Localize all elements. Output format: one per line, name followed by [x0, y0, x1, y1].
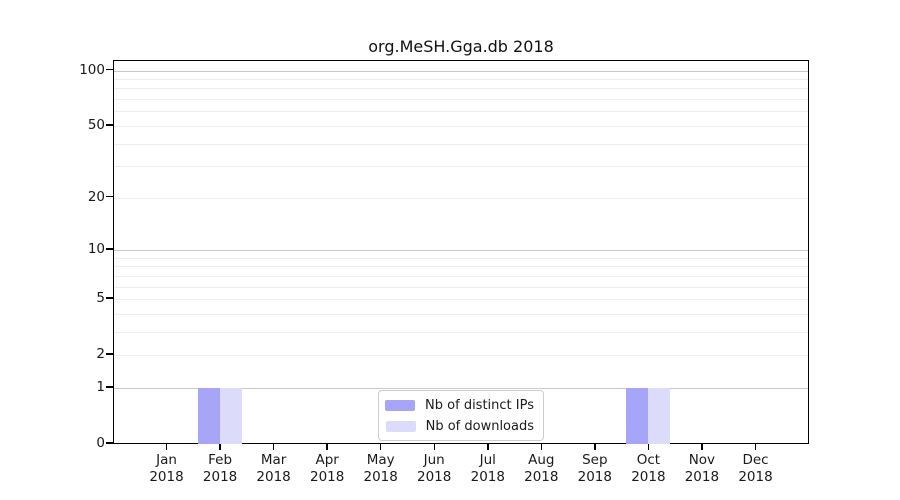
bar-downloads-oct-2018 — [647, 387, 670, 444]
x-tick-label-line: 2018 — [738, 469, 773, 485]
gridline-minor-7 — [114, 275, 808, 277]
gridline-minor-30 — [114, 166, 808, 168]
bar-downloads-feb-2018 — [219, 387, 242, 444]
x-tick-label-line: 2018 — [684, 469, 720, 485]
gridline-minor-40 — [114, 143, 808, 145]
x-tick-mark-6 — [487, 444, 489, 450]
x-tick-label-4: May 2018 — [349, 452, 413, 486]
bars-layer — [114, 61, 808, 444]
x-tick-mark-10 — [701, 444, 703, 450]
legend: Nb of distinct IPs Nb of downloads — [378, 390, 544, 441]
y-tick-mark-2 — [106, 353, 113, 355]
x-tick-label-1: Feb 2018 — [188, 452, 252, 486]
x-tick-label-7: Aug 2018 — [509, 452, 573, 486]
x-tick-label-line: 2018 — [631, 469, 666, 485]
legend-label-downloads: Nb of downloads — [425, 418, 534, 434]
x-tick-label-line: Jan — [156, 452, 177, 468]
x-tick-label-line: Jul — [479, 452, 496, 468]
x-tick-label-line: May — [366, 452, 395, 468]
y-tick-mark-20 — [106, 195, 113, 198]
y-tick-mark-10 — [106, 248, 113, 250]
chart-title: org.MeSH.Gga.db 2018 — [368, 37, 554, 56]
x-tick-label-line: 2018 — [363, 469, 398, 485]
x-tick-label-line: 2018 — [149, 469, 184, 485]
x-tick-mark-3 — [326, 444, 328, 450]
x-tick-mark-1 — [219, 444, 221, 450]
y-tick-label-2: 2 — [96, 346, 105, 363]
x-tick-mark-5 — [433, 444, 435, 450]
gridline-major-100 — [114, 70, 808, 72]
x-tick-label-8: Sep 2018 — [563, 452, 627, 486]
gridline-minor-60 — [114, 111, 808, 113]
y-tick-label-1: 1 — [96, 378, 105, 395]
y-tick-mark-5 — [106, 297, 113, 299]
x-tick-label-line: Mar — [260, 452, 287, 468]
x-tick-label-line: 2018 — [256, 469, 291, 485]
x-tick-label-10: Nov 2018 — [670, 452, 734, 486]
legend-label-distinct-ips: Nb of distinct IPs — [425, 397, 534, 413]
x-tick-mark-7 — [540, 444, 543, 450]
x-tick-label-line: Aug — [528, 452, 555, 468]
x-tick-label-line: Oct — [636, 452, 661, 468]
y-tick-label-100: 100 — [79, 61, 105, 78]
x-tick-label-line: Dec — [742, 452, 769, 468]
x-tick-label-line: Sep — [582, 452, 608, 468]
x-tick-label-line: 2018 — [577, 469, 612, 485]
x-tick-label-line: 2018 — [417, 469, 452, 485]
bar-distinct-ips-oct-2018 — [625, 387, 648, 444]
gridline-major-10 — [114, 249, 808, 251]
y-tick-label-0: 0 — [96, 435, 105, 451]
gridline-minor-70 — [114, 99, 808, 100]
y-tick-label-10: 10 — [87, 240, 105, 257]
gridline-minor-3 — [114, 331, 808, 333]
y-tick-label-50: 50 — [87, 116, 105, 133]
gridline-minor-90 — [114, 78, 808, 80]
x-tick-mark-9 — [647, 444, 650, 450]
bar-distinct-ips-feb-2018 — [197, 387, 220, 444]
x-tick-label-line: 2018 — [202, 469, 238, 485]
plot-area: Nb of distinct IPs Nb of downloads — [113, 60, 809, 444]
gridline-minor-8 — [114, 266, 808, 268]
y-tick-mark-1 — [106, 386, 113, 388]
x-tick-label-line: Nov — [688, 452, 716, 468]
x-tick-mark-4 — [379, 444, 382, 450]
legend-swatch-downloads — [385, 420, 416, 432]
x-tick-label-0: Jan 2018 — [135, 452, 199, 486]
legend-swatch-distinct-ips — [385, 399, 416, 411]
legend-item-distinct-ips: Nb of distinct IPs — [385, 397, 534, 413]
gridline-minor-50 — [114, 125, 808, 127]
x-tick-label-6: Jul 2018 — [456, 452, 520, 486]
gridline-minor-2 — [114, 355, 808, 357]
gridline-minor-9 — [114, 257, 808, 259]
y-tick-mark-100 — [106, 68, 113, 71]
gridlines-layer — [114, 61, 808, 443]
x-tick-mark-0 — [165, 444, 168, 450]
x-tick-label-line: 2018 — [524, 469, 559, 485]
gridline-major-1 — [114, 387, 808, 389]
x-tick-label-11: Dec 2018 — [724, 452, 788, 486]
y-tick-label-5: 5 — [96, 290, 105, 306]
x-tick-label-2: Mar 2018 — [242, 452, 306, 486]
x-tick-label-9: Oct 2018 — [616, 452, 680, 486]
x-tick-label-line: 2018 — [470, 469, 505, 485]
gridline-minor-5 — [114, 299, 808, 300]
y-tick-mark-0 — [106, 442, 113, 444]
y-tick-mark-50 — [106, 124, 113, 126]
x-tick-label-line: Apr — [315, 452, 339, 468]
x-tick-mark-11 — [754, 444, 757, 450]
gridline-minor-80 — [114, 88, 808, 90]
x-tick-label-line: Feb — [208, 452, 233, 468]
x-tick-mark-8 — [594, 444, 596, 450]
gridline-minor-20 — [114, 197, 808, 199]
x-tick-label-line: Jun — [423, 452, 445, 468]
y-tick-label-20: 20 — [87, 188, 105, 205]
legend-item-downloads: Nb of downloads — [385, 418, 534, 434]
x-tick-label-line: 2018 — [310, 469, 345, 485]
gridline-minor-4 — [114, 313, 808, 315]
x-tick-label-3: Apr 2018 — [295, 452, 359, 486]
x-tick-mark-2 — [272, 444, 275, 450]
gridline-minor-6 — [114, 286, 808, 288]
x-tick-label-5: Jun 2018 — [402, 452, 466, 486]
